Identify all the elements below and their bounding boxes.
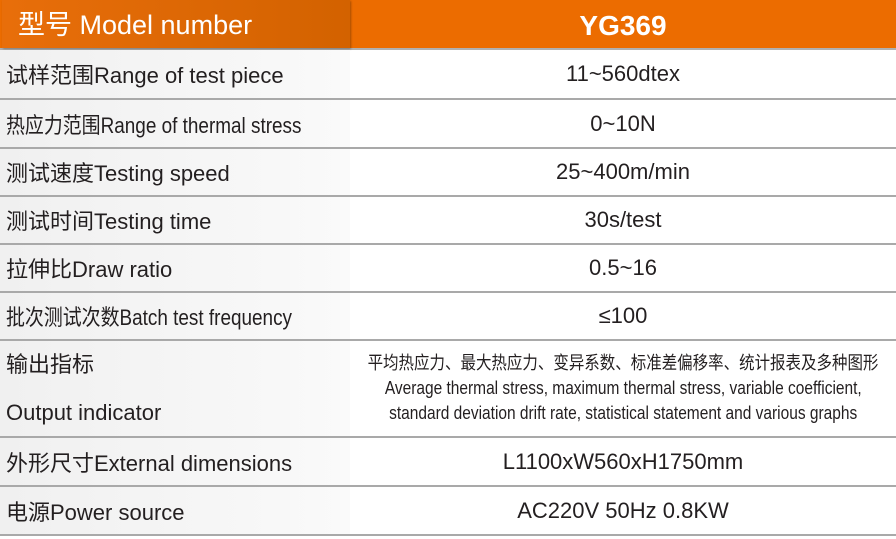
- row-label: 测试时间Testing time: [0, 197, 350, 243]
- row-label: 拉伸比Draw ratio: [0, 245, 350, 291]
- row-label: 热应力范围Range of thermal stress: [6, 112, 302, 138]
- row-value-cn: 平均热应力、最大热应力、变异系数、标准差偏移率、统计报表及多种图形: [367, 353, 879, 373]
- table-row: 试样范围Range of test piece 11~560dtex: [0, 50, 896, 100]
- row-value-en-1: Average thermal stress, maximum thermal …: [384, 378, 862, 398]
- table-row: 输出指标 Output indicator 平均热应力、最大热应力、变异系数、标…: [0, 341, 896, 438]
- row-value: AC220V 50Hz 0.8KW: [517, 497, 729, 523]
- row-value-en-2: standard deviation drift rate, statistic…: [388, 403, 858, 423]
- table-row: 拉伸比Draw ratio 0.5~16: [0, 245, 896, 293]
- table-row: 批次测试次数Batch test frequency ≤100: [0, 293, 896, 341]
- row-label-cn: 输出指标: [6, 351, 95, 377]
- row-value: 0~10N: [590, 110, 656, 136]
- row-value: 0.5~16: [589, 255, 657, 280]
- row-value: L1100xW560xH1750mm: [502, 448, 744, 474]
- table-row: 热应力范围Range of thermal stress 0~10N: [0, 100, 896, 149]
- row-value: 30s/test: [584, 207, 662, 232]
- row-label: 批次测试次数Batch test frequency: [6, 305, 293, 330]
- model-number-label: 型号 Model number: [2, 0, 350, 48]
- row-label: 试样范围Range of test piece: [0, 50, 350, 98]
- table-header: 型号 Model number YG369: [0, 0, 896, 50]
- row-value: 11~560dtex: [566, 61, 680, 86]
- row-value: ≤100: [598, 303, 648, 328]
- table-row: 外形尺寸External dimensions L1100xW560xH1750…: [0, 438, 896, 487]
- row-label: 测试速度Testing speed: [0, 149, 350, 195]
- row-value: 25~400m/min: [556, 159, 690, 184]
- row-label-en: Output indicator: [6, 399, 162, 425]
- row-label: 外形尺寸External dimensions: [0, 438, 350, 485]
- table-row: 测试速度Testing speed 25~400m/min: [0, 149, 896, 197]
- table-row: 电源Power source AC220V 50Hz 0.8KW: [0, 487, 896, 536]
- table-row: 测试时间Testing time 30s/test: [0, 197, 896, 245]
- model-number-value: YG369: [579, 10, 667, 41]
- row-label: 电源Power source: [0, 487, 350, 534]
